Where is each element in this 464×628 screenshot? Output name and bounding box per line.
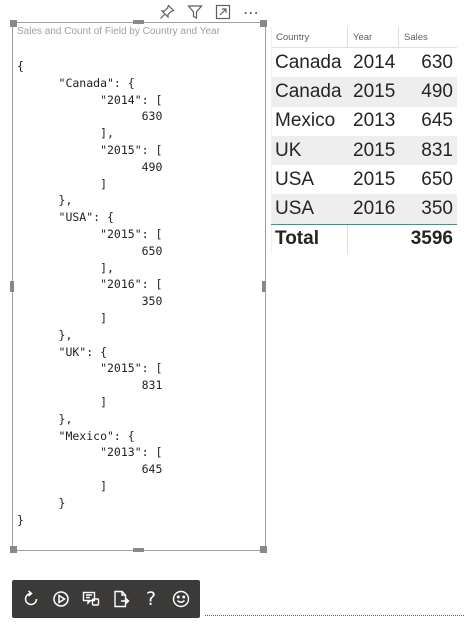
refresh-icon[interactable] [19,587,43,611]
cell-sales: 645 [421,110,453,132]
cell-country: Canada [275,51,342,73]
json-content: { "Canada": { "2014": [ 630 ], "2015": [… [17,59,163,527]
table-total-row: Total 3596 [271,223,457,254]
focus-mode-icon[interactable] [214,3,232,21]
export-icon[interactable] [109,587,133,611]
cell-year: 2016 [353,198,396,220]
more-options-label: ⋯ [243,2,259,22]
developer-toolbar: ? [12,580,200,618]
json-visual-title: Sales and Count of Field by Country and … [17,26,220,37]
cell-country: USA [275,168,315,190]
cell-sales: 650 [421,168,453,190]
json-visual[interactable]: Sales and Count of Field by Country and … [12,22,266,551]
page-boundary-line [205,615,464,616]
help-icon[interactable]: ? [139,587,163,611]
resize-handle-top-right[interactable] [260,20,267,27]
table-row: USA 2016 350 [271,194,457,224]
total-year-cell [348,225,399,254]
cell-country: USA [275,198,315,220]
cell-year: 2015 [353,168,396,190]
resize-handle-left[interactable] [10,281,14,292]
cell-country: Mexico [275,110,336,132]
table-row: Canada 2014 630 [271,48,457,77]
debug-icon[interactable] [79,587,103,611]
resize-handle-bottom[interactable] [133,548,144,552]
resize-handle-right[interactable] [262,281,266,292]
total-sales: 3596 [410,228,453,250]
table-row: Mexico 2013 645 [271,107,457,136]
cell-sales: 350 [421,198,453,220]
resize-handle-top[interactable] [133,20,144,24]
table-row: USA 2015 650 [271,165,457,194]
column-header-year[interactable]: Year [348,27,399,47]
cell-sales: 490 [421,80,453,102]
play-icon[interactable] [49,587,73,611]
resize-handle-bottom-left[interactable] [10,546,17,553]
total-label: Total [271,224,348,254]
feedback-icon[interactable] [169,587,193,611]
more-options-icon[interactable]: ⋯ [242,2,260,22]
table-header: Country Year Sales [271,27,457,48]
help-glyph: ? [145,587,157,610]
pin-icon[interactable] [158,3,176,21]
column-header-country[interactable]: Country [271,27,348,47]
resize-handle-top-left[interactable] [10,20,17,27]
cell-year: 2013 [353,110,396,132]
cell-year: 2015 [353,139,396,161]
cell-year: 2014 [353,51,396,73]
filter-icon[interactable] [186,3,204,21]
table-row: UK 2015 831 [271,135,457,166]
cell-sales: 630 [421,51,453,73]
column-header-sales[interactable]: Sales [404,31,428,43]
cell-country: UK [275,139,302,161]
table-visual[interactable]: Country Year Sales Canada 2014 630 Canad… [271,27,457,254]
table-row: Canada 2015 490 [271,77,457,107]
resize-handle-bottom-right[interactable] [260,546,267,553]
cell-country: Canada [275,80,342,102]
cell-year: 2015 [353,80,396,102]
visual-header: ⋯ [158,2,260,22]
cell-sales: 831 [421,139,453,161]
